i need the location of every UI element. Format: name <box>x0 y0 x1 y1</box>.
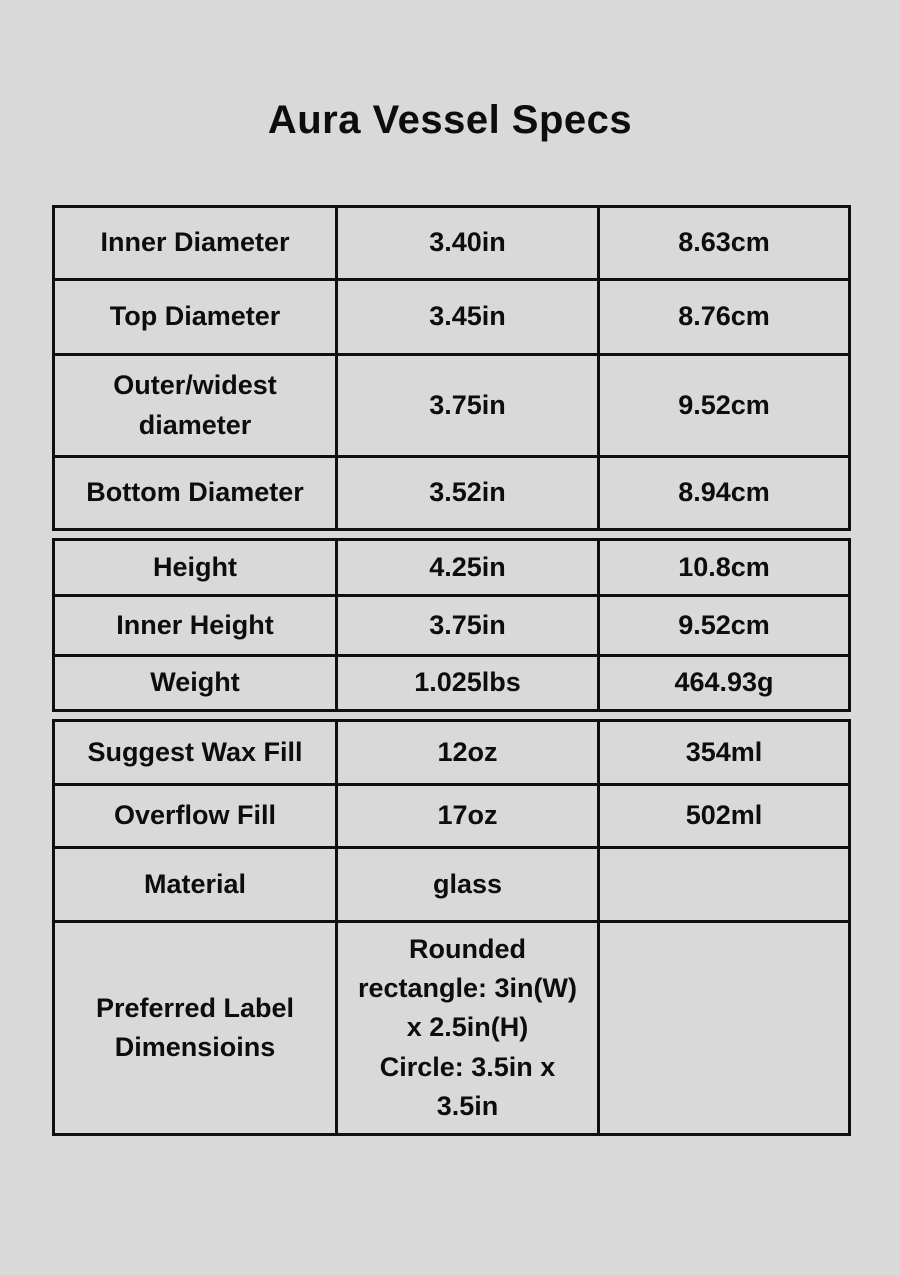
spec-table-diameters: Inner Diameter 3.40in 8.63cm Top Diamete… <box>52 205 851 531</box>
spec-label-cell: Bottom Diameter <box>52 455 338 531</box>
metric-value-cell: 8.94cm <box>597 455 851 531</box>
spec-label-cell: Top Diameter <box>52 278 338 356</box>
row-material: Material glass <box>52 846 851 923</box>
imperial-value-cell: 3.40in <box>335 205 600 281</box>
metric-value-cell: 10.8cm <box>597 538 851 597</box>
imperial-value-cell: 3.52in <box>335 455 600 531</box>
imperial-value-cell: glass <box>335 846 600 923</box>
row-weight: Weight 1.025lbs 464.93g <box>52 654 851 712</box>
spec-label-cell: Inner Height <box>52 594 338 657</box>
spec-table-heights-weight: Height 4.25in 10.8cm Inner Height 3.75in… <box>52 538 851 712</box>
imperial-value-cell: 1.025lbs <box>335 654 600 712</box>
metric-value-cell: 502ml <box>597 783 851 849</box>
row-bottom-diameter: Bottom Diameter 3.52in 8.94cm <box>52 455 851 531</box>
metric-value-cell: 8.63cm <box>597 205 851 281</box>
spec-table-fills-material: Suggest Wax Fill 12oz 354ml Overflow Fil… <box>52 719 851 1136</box>
imperial-value-cell: 3.75in <box>335 594 600 657</box>
metric-value-cell <box>597 846 851 923</box>
row-preferred-label-dimensions: Preferred Label Dimensioins Rounded rect… <box>52 920 851 1136</box>
row-suggest-wax-fill: Suggest Wax Fill 12oz 354ml <box>52 719 851 786</box>
imperial-value-cell: 3.45in <box>335 278 600 356</box>
metric-value-cell: 9.52cm <box>597 594 851 657</box>
row-height: Height 4.25in 10.8cm <box>52 538 851 597</box>
metric-value-cell: 464.93g <box>597 654 851 712</box>
imperial-value-cell: 3.75in <box>335 353 600 458</box>
imperial-value-cell: 4.25in <box>335 538 600 597</box>
spec-label-cell: Suggest Wax Fill <box>52 719 338 786</box>
page-title: Aura Vessel Specs <box>267 98 633 142</box>
metric-value-cell <box>597 920 851 1136</box>
row-inner-height: Inner Height 3.75in 9.52cm <box>52 594 851 657</box>
row-overflow-fill: Overflow Fill 17oz 502ml <box>52 783 851 849</box>
metric-value-cell: 9.52cm <box>597 353 851 458</box>
spec-label-cell: Outer/widest diameter <box>52 353 338 458</box>
row-inner-diameter: Inner Diameter 3.40in 8.63cm <box>52 205 851 281</box>
spec-label-cell: Weight <box>52 654 338 712</box>
imperial-value-cell: 12oz <box>335 719 600 786</box>
imperial-value-cell: 17oz <box>335 783 600 849</box>
spec-label-cell: Inner Diameter <box>52 205 338 281</box>
spec-label-cell: Overflow Fill <box>52 783 338 849</box>
imperial-value-cell: Rounded rectangle: 3in(W) x 2.5in(H) Cir… <box>335 920 600 1136</box>
spec-tables-container: Inner Diameter 3.40in 8.63cm Top Diamete… <box>52 205 851 1136</box>
metric-value-cell: 8.76cm <box>597 278 851 356</box>
spec-label-cell: Material <box>52 846 338 923</box>
spec-label-cell: Preferred Label Dimensioins <box>52 920 338 1136</box>
metric-value-cell: 354ml <box>597 719 851 786</box>
row-top-diameter: Top Diameter 3.45in 8.76cm <box>52 278 851 356</box>
spec-label-cell: Height <box>52 538 338 597</box>
row-outer-widest-diameter: Outer/widest diameter 3.75in 9.52cm <box>52 353 851 458</box>
